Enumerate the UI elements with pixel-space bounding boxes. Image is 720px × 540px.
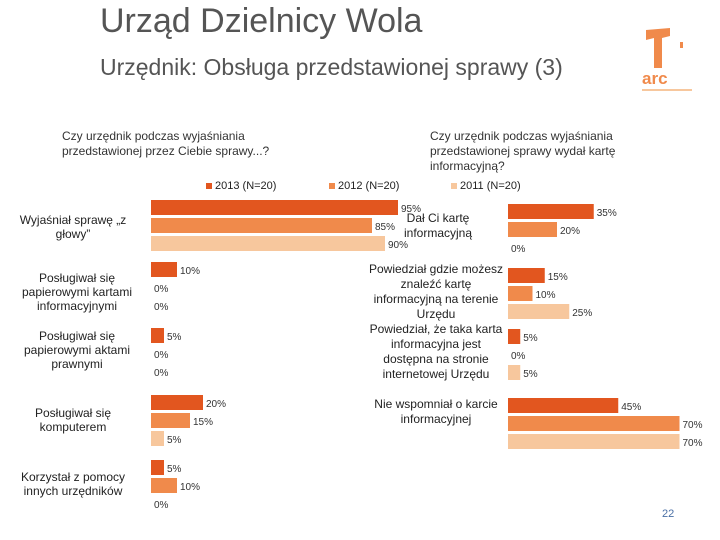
bar-chart1-cat0-2013 [508, 204, 594, 219]
bar-chart0-cat4-2013 [151, 460, 164, 475]
bar-label-chart1-cat1-2012: 10% [536, 290, 556, 301]
page-subtitle: Urzędnik: Obsługa przedstawionej sprawy … [100, 54, 563, 80]
bar-chart1-cat0-2012 [508, 222, 557, 237]
arc-logo: arc [640, 28, 696, 96]
bar-label-chart1-cat2-2012: 0% [511, 351, 526, 362]
bar-chart0-cat4-2012 [151, 478, 177, 493]
bar-chart1-cat3-2013 [508, 398, 619, 413]
bar-label-chart1-cat0-2013: 35% [597, 208, 617, 219]
bar-chart0-cat0-2013 [151, 200, 398, 215]
bar-chart0-cat1-2013 [151, 262, 177, 277]
bar-label-chart1-cat2-2013: 5% [523, 333, 538, 344]
bar-label-chart0-cat4-2013: 5% [167, 464, 182, 475]
chart-legend: 2013 (N=20) 2012 (N=20) 2011 (N=20) [0, 180, 720, 194]
left-chart-question: Czy urzędnik podczas wyjaśniania przedst… [62, 129, 270, 158]
bar-label-chart1-cat3-2012: 70% [683, 420, 703, 431]
bar-label-chart0-cat3-2013: 20% [206, 399, 226, 410]
bar-chart0-cat3-2012 [151, 413, 190, 428]
bar-label-chart1-cat3-2011: 70% [683, 438, 703, 449]
bar-chart1-cat3-2011 [508, 434, 680, 449]
bar-label-chart1-cat1-2011: 25% [572, 308, 592, 319]
bar-chart1-cat1-2012 [508, 286, 533, 301]
bar-label-chart1-cat0-2012: 20% [560, 226, 580, 237]
bar-label-chart0-cat2-2012: 0% [154, 350, 169, 361]
bar-chart1-cat1-2013 [508, 268, 545, 283]
legend-item-2012: 2012 (N=20) [329, 180, 399, 192]
bar-label-chart0-cat0-2013: 95% [401, 204, 421, 215]
right-category-1: Powiedział gdzie możesz znaleźć kartę in… [368, 262, 504, 321]
left-category-3: Posługiwał się komputerem [34, 406, 112, 434]
bar-chart0-cat3-2011 [151, 431, 164, 446]
bar-label-chart1-cat2-2011: 5% [523, 369, 538, 380]
legend-item-2011: 2011 (N=20) [451, 180, 521, 192]
bar-label-chart0-cat2-2013: 5% [167, 332, 182, 343]
right-category-3: Nie wspomniał o karcie informacyjnej [374, 397, 498, 426]
page-number: 22 [662, 508, 675, 520]
bar-label-chart0-cat0-2011: 90% [388, 240, 408, 251]
page-title: Urząd Dzielnicy Wola [100, 2, 423, 40]
bar-chart0-cat0-2011 [151, 236, 385, 251]
legend-swatch-2011 [451, 183, 457, 189]
bar-label-chart0-cat1-2012: 0% [154, 284, 169, 295]
right-chart-question: Czy urzędnik podczas wyjaśniania przedst… [430, 129, 616, 173]
bar-label-chart0-cat1-2011: 0% [154, 302, 169, 313]
right-category-0: Dał Ci kartę informacyjną [403, 211, 473, 240]
legend-label-2011: 2011 (N=20) [460, 180, 521, 192]
bar-label-chart0-cat4-2011: 0% [154, 500, 169, 511]
bar-label-chart1-cat0-2011: 0% [511, 244, 526, 255]
bar-chart1-cat1-2011 [508, 304, 570, 319]
bar-label-chart1-cat1-2013: 15% [548, 272, 568, 283]
bar-chart0-cat2-2013 [151, 328, 164, 343]
bar-label-chart0-cat2-2011: 0% [154, 368, 169, 379]
bar-chart1-cat2-2011 [508, 365, 521, 380]
bar-label-chart0-cat0-2012: 85% [375, 222, 395, 233]
legend-swatch-2013 [206, 183, 212, 189]
bar-chart0-cat0-2012 [151, 218, 372, 233]
bar-chart0-cat3-2013 [151, 395, 203, 410]
legend-swatch-2012 [329, 183, 335, 189]
bar-chart1-cat2-2013 [508, 329, 521, 344]
legend-label-2013: 2013 (N=20) [215, 180, 277, 192]
bar-label-chart0-cat3-2011: 5% [167, 435, 182, 446]
logo-text: arc [642, 69, 668, 88]
bar-label-chart0-cat3-2012: 15% [193, 417, 213, 428]
bar-label-chart0-cat1-2013: 10% [180, 266, 200, 277]
legend-label-2012: 2012 (N=20) [338, 180, 400, 192]
right-category-2: Powiedział, że taka karta informacyjna j… [369, 322, 503, 381]
left-category-1: Posługiwał się papierowymi kartami infor… [21, 271, 133, 313]
bar-label-chart1-cat3-2013: 45% [621, 402, 641, 413]
legend-item-2013: 2013 (N=20) [206, 180, 276, 192]
bar-label-chart0-cat4-2012: 10% [180, 482, 200, 493]
left-category-4: Korzystał z pomocy innych urzędników [20, 470, 126, 498]
bar-chart1-cat3-2012 [508, 416, 680, 431]
left-category-2: Posługiwał się papierowymi aktami prawny… [23, 329, 131, 371]
left-category-0: Wyjaśniał sprawę „z głowy” [19, 213, 127, 241]
